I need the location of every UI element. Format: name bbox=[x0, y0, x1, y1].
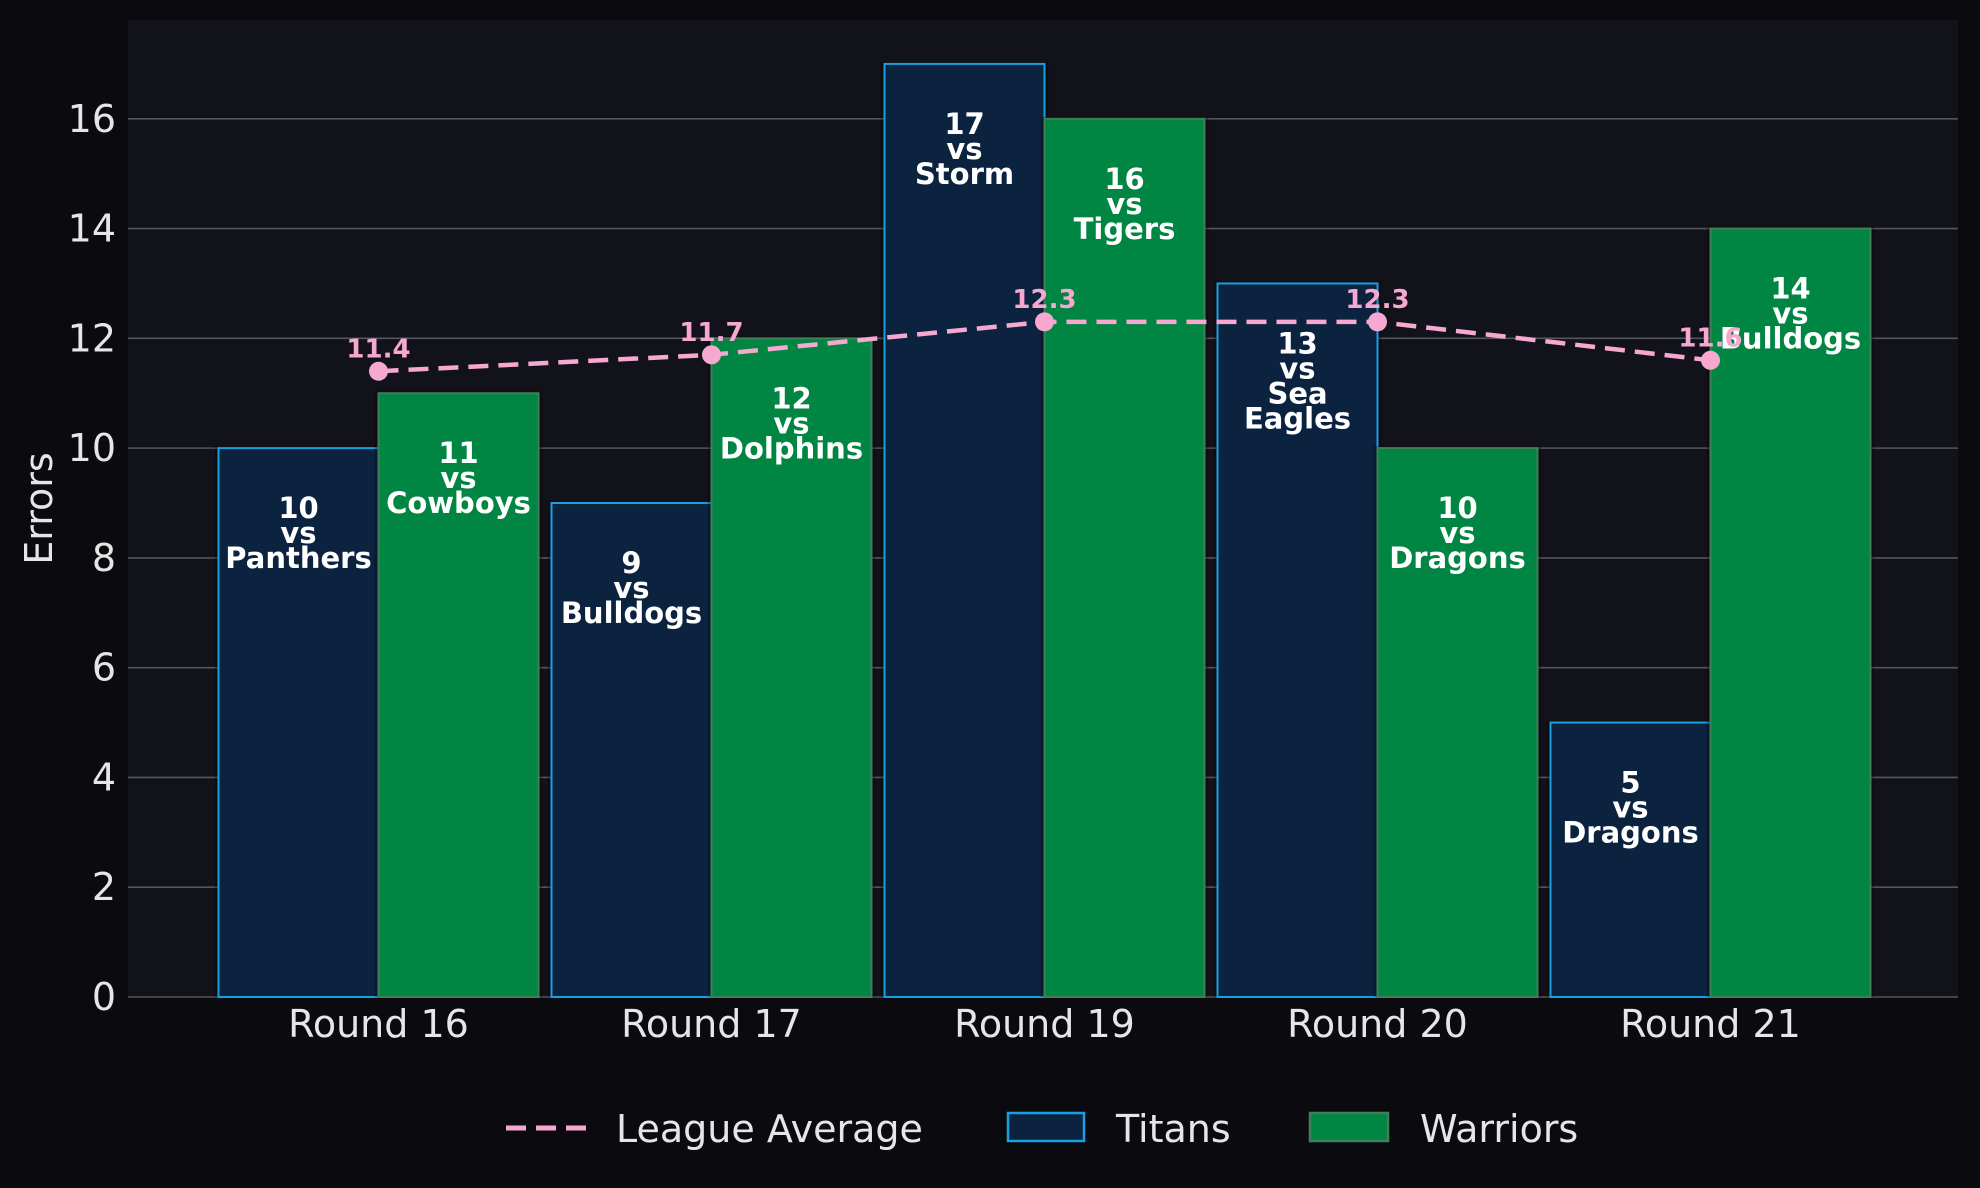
bar-titans-4 bbox=[1216, 282, 1379, 998]
league-average-label: 11.7 bbox=[679, 318, 743, 348]
x-tick-label: Round 21 bbox=[1620, 1002, 1801, 1046]
bar-data-label: 9 bbox=[621, 546, 641, 580]
bar-titans-3 bbox=[883, 62, 1046, 999]
bar-data-label: 5 bbox=[1620, 766, 1640, 800]
y-tick-label: 12 bbox=[68, 316, 116, 360]
bar-data-label: 12 bbox=[771, 381, 811, 415]
bar-data-label: vs bbox=[773, 406, 809, 440]
bar-data-label: vs bbox=[440, 461, 476, 495]
y-tick-label: 10 bbox=[68, 426, 116, 470]
bar-data-label: Dragons bbox=[1389, 541, 1526, 575]
legend-label-league-average: League Average bbox=[616, 1107, 923, 1151]
bar-data-label: Storm bbox=[915, 157, 1014, 191]
bar-warriors-1 bbox=[377, 392, 540, 998]
bar-data-label: 11 bbox=[438, 436, 478, 470]
bar-data-label: vs bbox=[1612, 791, 1648, 825]
league-average-label: 11.6 bbox=[1678, 323, 1742, 353]
y-tick-label: 14 bbox=[68, 207, 116, 251]
y-tick-label: 6 bbox=[92, 646, 116, 690]
legend-label-titans: Titans bbox=[1115, 1107, 1231, 1151]
bar-warriors-3 bbox=[1043, 117, 1206, 999]
league-average-point bbox=[1035, 312, 1054, 332]
bar-titans-2 bbox=[550, 502, 713, 998]
league-average-point bbox=[1701, 350, 1720, 370]
x-tick-label: Round 17 bbox=[621, 1002, 802, 1046]
y-tick-label: 0 bbox=[92, 975, 116, 1019]
bar-data-label: vs bbox=[1772, 297, 1808, 331]
x-tick-label: Round 19 bbox=[954, 1002, 1135, 1046]
bar-data-label: Eagles bbox=[1244, 401, 1351, 435]
bar-data-label: 10 bbox=[1437, 491, 1477, 525]
bar-data-label: 16 bbox=[1104, 162, 1144, 196]
bar-data-label: vs bbox=[946, 132, 982, 166]
league-average-label: 11.4 bbox=[346, 334, 410, 364]
bar-data-label: vs bbox=[613, 571, 649, 605]
y-tick-label: 2 bbox=[92, 865, 116, 909]
league-average-point bbox=[369, 361, 388, 381]
bar-data-label: Bulldogs bbox=[561, 596, 702, 630]
league-average-point bbox=[702, 345, 721, 365]
bar-data-label: Sea bbox=[1267, 376, 1327, 410]
bar-data-label: Dragons bbox=[1562, 816, 1699, 850]
bar-titans-5 bbox=[1549, 721, 1712, 998]
bar-data-label: Tigers bbox=[1074, 212, 1176, 246]
bar-data-label: 14 bbox=[1770, 272, 1810, 306]
bar-warriors-4 bbox=[1376, 447, 1539, 998]
league-average-label: 12.3 bbox=[1345, 285, 1409, 315]
bar-data-label: vs bbox=[1106, 187, 1142, 221]
bar-titans-1 bbox=[217, 447, 380, 998]
x-tick-label: Round 16 bbox=[288, 1002, 469, 1046]
bar-data-label: Dolphins bbox=[720, 431, 863, 465]
league-average-label: 12.3 bbox=[1012, 285, 1076, 315]
bar-warriors-5 bbox=[1709, 227, 1872, 998]
bar-data-label: vs bbox=[1279, 351, 1315, 385]
y-tick-label: 8 bbox=[92, 536, 116, 580]
y-tick-label: 4 bbox=[92, 755, 116, 799]
league-average-point bbox=[1368, 312, 1387, 332]
legend-label-warriors: Warriors bbox=[1420, 1107, 1578, 1151]
bar-data-label: 13 bbox=[1277, 326, 1317, 360]
bar-data-label: vs bbox=[1439, 516, 1475, 550]
y-axis-label: Errors bbox=[17, 452, 61, 564]
legend-swatch-titans bbox=[1006, 1111, 1086, 1143]
bar-data-label: Bulldogs bbox=[1720, 322, 1861, 356]
bar-data-label: 10 bbox=[278, 491, 318, 525]
x-tick-label: Round 20 bbox=[1287, 1002, 1468, 1046]
legend-swatch-warriors bbox=[1308, 1111, 1390, 1143]
y-tick-label: 16 bbox=[68, 97, 116, 141]
bar-data-label: 17 bbox=[944, 107, 984, 141]
bar-warriors-2 bbox=[710, 337, 873, 998]
bar-data-label: Cowboys bbox=[386, 486, 531, 520]
bar-data-label: Panthers bbox=[225, 541, 371, 575]
bar-data-label: vs bbox=[280, 516, 316, 550]
